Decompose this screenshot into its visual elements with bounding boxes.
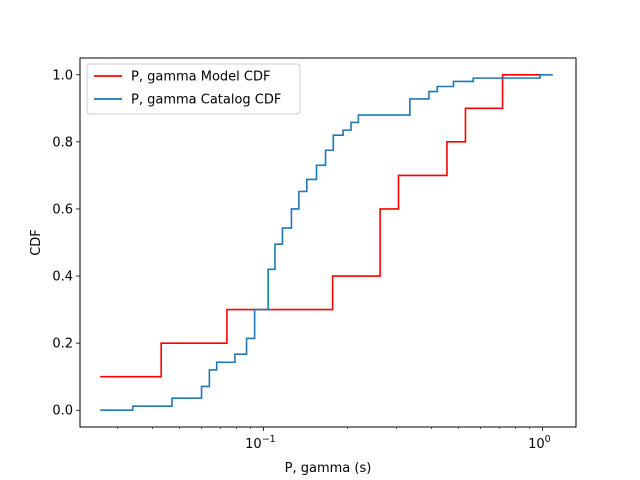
x-tick-exponent: 0 — [545, 434, 551, 445]
y-tick-label: 1.0 — [52, 68, 73, 83]
y-tick-label: 0.4 — [52, 270, 73, 285]
legend-entry-label: P, gamma Catalog CDF — [131, 93, 281, 108]
x-tick-label: 10−1 — [245, 434, 276, 452]
ticks-group: 0.00.20.40.60.81.010−1 100 — [52, 68, 550, 452]
x-tick-base: 10 — [245, 437, 262, 452]
legend: P, gamma Model CDF P, gamma Catalog CDF — [86, 63, 301, 115]
x-axis-label: P, gamma (s) — [285, 461, 372, 476]
y-tick-label: 0.0 — [52, 404, 73, 419]
legend-entry-label: P, gamma Model CDF — [131, 70, 270, 85]
series-line-catalog-cdf — [100, 73, 553, 412]
y-tick-label: 0.8 — [52, 135, 73, 150]
y-axis-label: CDF — [29, 229, 44, 256]
legend-box — [86, 63, 301, 115]
x-tick-base: 10 — [528, 437, 545, 452]
axes-frame — [79, 57, 577, 428]
y-tick-label: 0.2 — [52, 337, 73, 352]
x-tick-label: 100 — [528, 434, 551, 452]
series-group — [100, 73, 553, 412]
series-line-model-cdf — [100, 73, 543, 378]
y-tick-label: 0.6 — [52, 202, 73, 217]
x-tick-exponent: −1 — [262, 434, 276, 445]
